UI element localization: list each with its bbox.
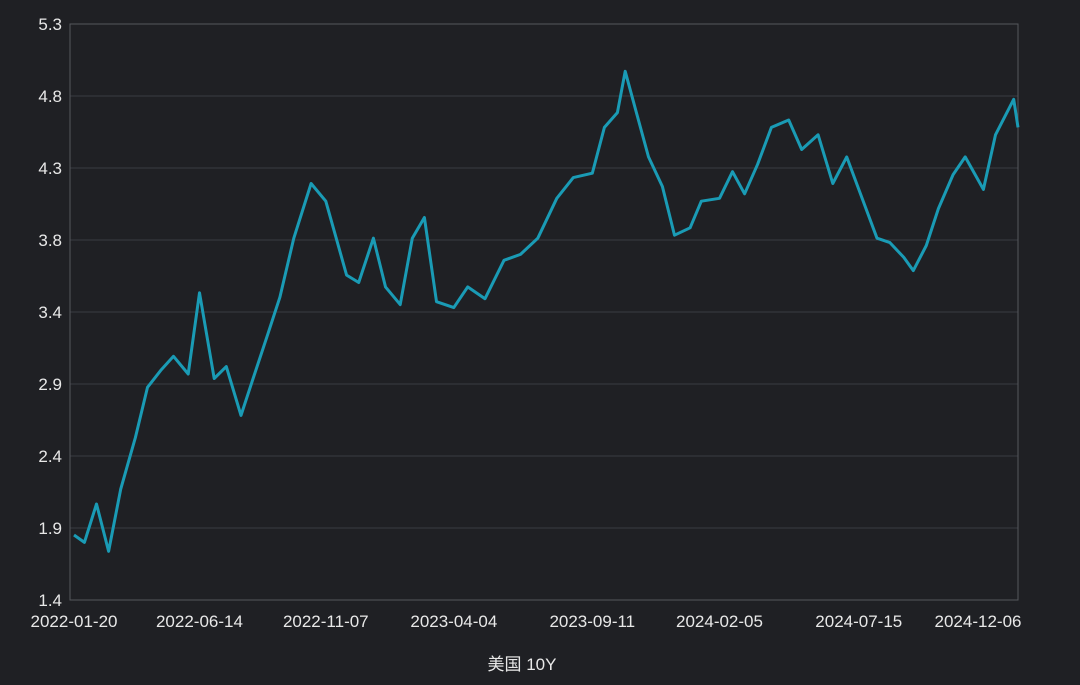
y-tick-label: 2.4 xyxy=(38,447,62,466)
y-tick-label: 1.9 xyxy=(38,519,62,538)
x-tick-label: 2023-04-04 xyxy=(410,612,497,631)
y-tick-label: 3.8 xyxy=(38,231,62,250)
yield-line xyxy=(73,69,1020,553)
y-tick-label: 4.3 xyxy=(38,159,62,178)
y-tick-label: 2.9 xyxy=(38,375,62,394)
x-tick-label: 2023-09-11 xyxy=(549,612,635,631)
y-tick-label: 1.4 xyxy=(38,591,62,610)
y-axis: 1.4 1.9 2.4 2.9 3.4 3.8 4.3 4.8 5.3 xyxy=(38,15,62,610)
x-tick-label: 2022-01-20 xyxy=(31,612,118,631)
y-tick-label: 5.3 xyxy=(38,15,62,34)
grid xyxy=(70,95,1018,529)
series-line xyxy=(73,69,1020,553)
y-tick-label: 3.4 xyxy=(38,303,62,322)
x-axis: 2022-01-20 2022-06-14 2022-11-07 2023-04-04… xyxy=(31,612,1022,631)
x-tick-label: 2024-12-06 xyxy=(935,612,1022,631)
x-tick-label: 2024-07-15 xyxy=(815,612,902,631)
plot-frame xyxy=(69,23,1019,601)
x-tick-label: 2022-06-14 xyxy=(156,612,243,631)
x-tick-label: 2024-02-05 xyxy=(676,612,763,631)
y-tick-label: 4.8 xyxy=(38,87,62,106)
x-tick-label: 2022-11-07 xyxy=(283,612,369,631)
x-axis-label: 美国 10Y xyxy=(488,655,557,674)
